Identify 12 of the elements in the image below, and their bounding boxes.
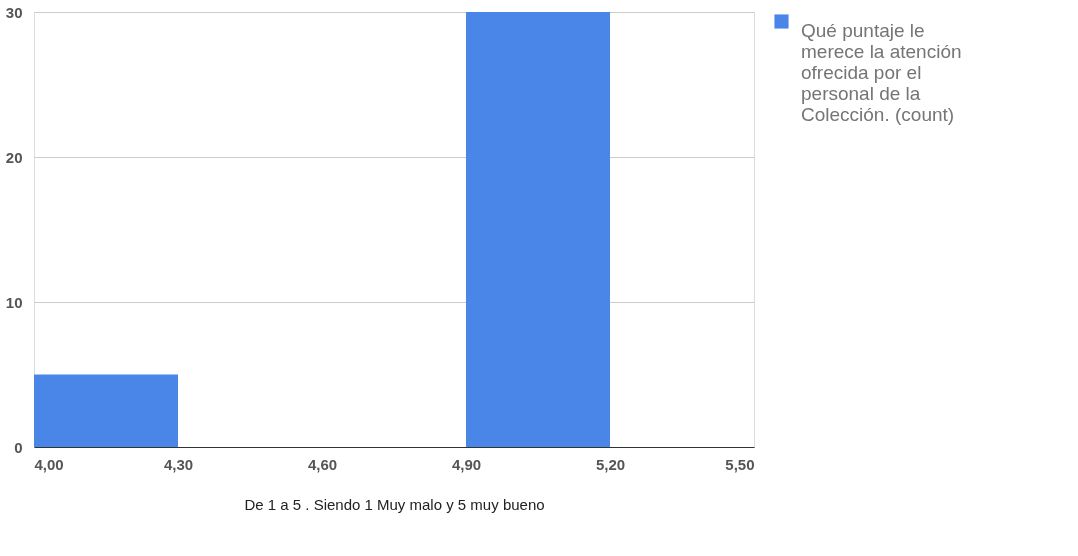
x-tick-label: 4,90 xyxy=(451,455,482,473)
x-tick-label: 5,50 xyxy=(725,455,755,473)
y-tick-label: 30 xyxy=(5,3,23,21)
x-axis-title: De 1 a 5 . Siendo 1 Muy malo y 5 muy bueno xyxy=(244,495,545,513)
x-tick-label: 4,60 xyxy=(307,455,338,473)
y-tick-label: 0 xyxy=(14,438,23,456)
x-tick-label: 5,20 xyxy=(595,455,626,473)
y-tick-label: 20 xyxy=(5,148,23,166)
x-tick-label: 4,00 xyxy=(34,455,64,473)
x-tick-label: 4,30 xyxy=(163,455,194,473)
y-tick-label: 10 xyxy=(5,293,23,311)
legend-label: Qué puntaje le merece la atención ofrecida por el personal de la Colección. (count) xyxy=(801,19,962,125)
